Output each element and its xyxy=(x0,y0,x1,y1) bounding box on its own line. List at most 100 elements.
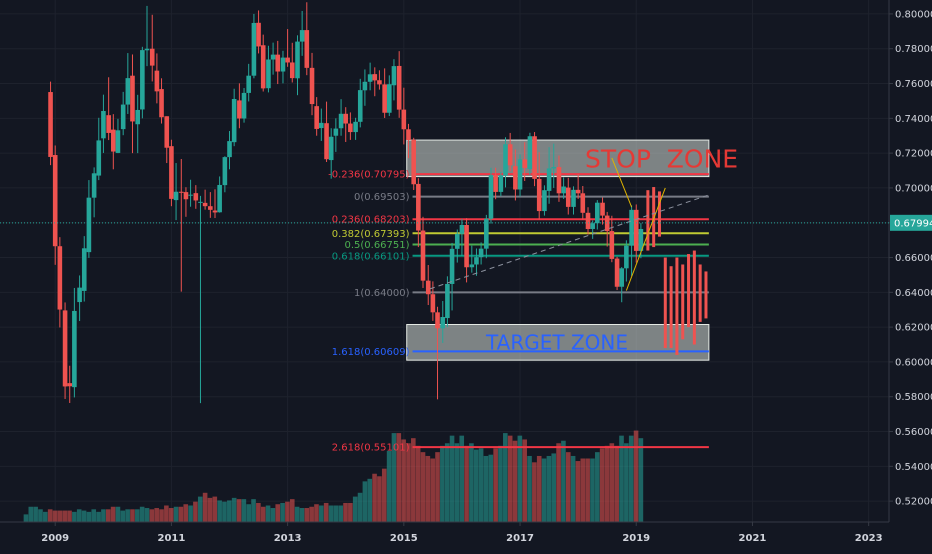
candle-body xyxy=(484,218,489,249)
candle-body xyxy=(391,66,397,86)
candle-body xyxy=(357,90,363,122)
candle-body xyxy=(401,109,407,130)
volume-bar xyxy=(430,458,435,522)
volume-bar xyxy=(628,435,634,522)
candle-body xyxy=(551,167,557,169)
candle-body xyxy=(314,106,319,129)
volume-bar xyxy=(357,492,363,522)
candle-body xyxy=(144,48,150,51)
candle-body xyxy=(353,121,358,133)
volume-bar xyxy=(478,448,484,522)
volume-bar xyxy=(207,497,213,522)
candle-body xyxy=(449,248,455,284)
candle-body xyxy=(459,224,465,234)
volume-bar xyxy=(236,499,242,522)
volume-bar xyxy=(362,481,368,522)
volume-bar xyxy=(420,452,426,522)
x-tick-label: 2019 xyxy=(622,533,650,544)
volume-bar xyxy=(173,506,179,522)
candle-body xyxy=(67,383,73,387)
volume-bar xyxy=(115,506,121,522)
volume-bar xyxy=(464,445,469,522)
candle-body xyxy=(164,116,170,148)
volume-bar xyxy=(96,511,101,522)
candle-body xyxy=(188,194,193,196)
target-zone-label: TARGET ZONE xyxy=(485,330,628,354)
candle-body xyxy=(382,84,387,113)
projection-bar xyxy=(698,264,702,322)
candle-body xyxy=(420,230,426,281)
projection-bar xyxy=(704,271,708,319)
volume-bar xyxy=(323,502,329,522)
candle-body xyxy=(202,202,208,207)
zone-labels: STOP ZONE TARGET ZONE xyxy=(485,144,738,354)
volume-bar xyxy=(28,506,34,522)
volume-bar xyxy=(241,499,247,522)
volume-bar xyxy=(120,510,126,522)
volume-bar xyxy=(638,438,644,522)
candle-body xyxy=(633,209,639,251)
volume-bar xyxy=(338,505,343,522)
candle-body xyxy=(324,123,329,160)
volume-bar xyxy=(391,433,397,522)
candle-body xyxy=(246,75,251,93)
volume-bar xyxy=(101,509,106,522)
candle-body xyxy=(159,89,164,118)
candle-body xyxy=(513,166,518,190)
volume-bar xyxy=(459,435,465,522)
volume-bar xyxy=(522,439,527,522)
candle-body xyxy=(260,45,266,89)
volume-bar xyxy=(110,506,116,522)
volume-bar xyxy=(38,509,43,522)
candle-body xyxy=(115,130,121,153)
candle-body xyxy=(275,54,281,72)
zone-box xyxy=(406,324,710,361)
volume-bar xyxy=(411,438,416,522)
candle-body xyxy=(52,155,58,247)
volume-bar xyxy=(527,455,532,522)
trend-line xyxy=(429,194,710,290)
x-tick-label: 2023 xyxy=(855,533,883,544)
x-tick-label: 2013 xyxy=(274,533,302,544)
candle-body xyxy=(571,189,576,207)
candle-body xyxy=(565,187,571,207)
volume-bar xyxy=(299,508,305,522)
volume-bar xyxy=(609,443,615,522)
candle-body xyxy=(561,186,566,194)
zones xyxy=(406,139,710,361)
stop-zone-label: STOP ZONE xyxy=(585,144,738,173)
projection-bar xyxy=(657,191,661,237)
candle-body xyxy=(193,193,199,201)
volume-bar xyxy=(590,458,595,522)
volume-bar xyxy=(280,502,285,522)
volume-bar xyxy=(130,509,135,522)
projection-bar xyxy=(675,257,679,355)
candle-body xyxy=(285,57,290,63)
volume-bar xyxy=(633,430,639,522)
volume-bar xyxy=(202,492,208,522)
fib-label: 2.618(0.55101) xyxy=(332,443,410,454)
volume-bar xyxy=(624,443,629,522)
candle-body xyxy=(532,136,537,179)
candle-body xyxy=(638,228,644,251)
volume-bar xyxy=(188,505,193,522)
trend-lines xyxy=(429,157,710,291)
fib-label: 0.236(0.68203) xyxy=(332,215,410,226)
trend-line xyxy=(625,187,666,291)
volume-bar xyxy=(319,505,324,522)
candle-body xyxy=(106,115,111,133)
current-price-tag-bg xyxy=(890,214,932,231)
candle-body xyxy=(125,78,131,105)
projection-bar xyxy=(681,264,685,340)
candle-body xyxy=(609,231,615,259)
candle-body xyxy=(590,223,595,229)
volume-bar xyxy=(415,445,421,522)
candle-body xyxy=(319,122,324,129)
trend-line xyxy=(611,157,633,208)
candle-body xyxy=(77,287,82,303)
